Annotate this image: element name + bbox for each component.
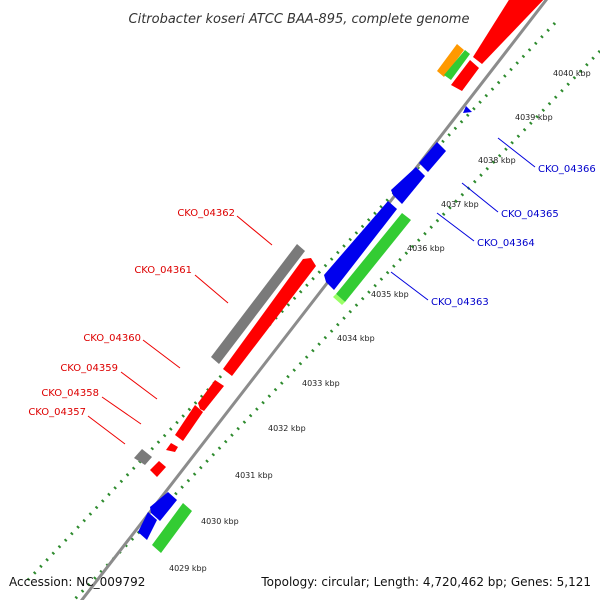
tick-label-4033: 4033 kbp (302, 379, 340, 388)
gene-feature-green-3 (444, 50, 470, 80)
leader-line-cko-04357 (87, 415, 126, 445)
gene-feature-blue-5 (150, 492, 177, 521)
tick-label-4036: 4036 kbp (407, 244, 445, 253)
gene-label-cko-04360[interactable]: CKO_04360 (83, 333, 141, 344)
tick-label-4040: 4040 kbp (553, 69, 591, 78)
gene-feature-red-2 (198, 380, 224, 411)
gene-feature-blue-2 (391, 167, 425, 204)
tick-label-4031: 4031 kbp (235, 471, 273, 480)
gene-feature-blue-6 (138, 512, 157, 540)
tick-label-4039: 4039 kbp (515, 113, 553, 122)
tick-label-4037: 4037 kbp (441, 200, 479, 209)
genome-stats-text: Topology: circular; Length: 4,720,462 bp… (260, 575, 591, 589)
tick-label-4038: 4038 kbp (478, 156, 516, 165)
leader-line-cko-04363 (390, 271, 429, 301)
gene-label-cko-04365[interactable]: CKO_04365 (501, 209, 559, 220)
gene-feature-green-1 (336, 213, 411, 302)
leader-line-cko-04361 (194, 274, 229, 304)
gene-feature-red-7 (451, 60, 479, 91)
tick-label-4035: 4035 kbp (371, 290, 409, 299)
gene-feature-blue-1 (324, 201, 397, 290)
gene-feature-orange-1 (437, 44, 464, 77)
leader-line-cko-04359 (120, 371, 158, 400)
gene-label-cko-04364[interactable]: CKO_04364 (477, 238, 535, 249)
gene-feature-red-4 (166, 443, 178, 452)
leader-line-cko-04365 (461, 182, 499, 213)
gene-feature-blue-3 (419, 142, 446, 172)
gene-feature-red-5 (150, 461, 166, 477)
gene-label-cko-04361[interactable]: CKO_04361 (134, 265, 192, 276)
gene-label-cko-04359[interactable]: CKO_04359 (60, 363, 118, 374)
gc-trace-outer (26, 21, 557, 582)
gene-feature-red-6 (473, 0, 544, 64)
gene-feature-green-2 (152, 503, 192, 553)
accession-text: Accession: NC_009792 (9, 575, 145, 589)
tick-label-4029: 4029 kbp (169, 564, 207, 573)
gene-feature-gray-2 (134, 449, 152, 465)
leader-line-cko-04362 (236, 215, 273, 246)
gene-feature-red-1 (223, 258, 316, 376)
gene-label-cko-04358[interactable]: CKO_04358 (41, 388, 99, 399)
gc-trace-inner (72, 49, 600, 600)
map-title: Citrobacter koseri ATCC BAA-895, complet… (129, 12, 470, 27)
gene-label-cko-04362[interactable]: CKO_04362 (177, 208, 235, 219)
tick-label-4032: 4032 kbp (268, 424, 306, 433)
gene-feature-green-1-edge (333, 294, 345, 305)
tick-label-4034: 4034 kbp (337, 334, 375, 343)
gene-feature-gray-1 (211, 244, 305, 364)
gene-feature-red-3 (175, 405, 203, 441)
leader-line-cko-04364 (436, 212, 475, 242)
leader-line-cko-04360 (142, 339, 181, 369)
gene-label-cko-04357[interactable]: CKO_04357 (28, 407, 86, 418)
tick-label-4030: 4030 kbp (201, 517, 239, 526)
leader-line-cko-04366 (497, 137, 536, 168)
leader-line-cko-04358 (101, 396, 142, 425)
gene-label-cko-04366[interactable]: CKO_04366 (538, 164, 596, 175)
gene-label-cko-04363[interactable]: CKO_04363 (431, 297, 489, 308)
gene-feature-blue-4 (463, 106, 472, 113)
